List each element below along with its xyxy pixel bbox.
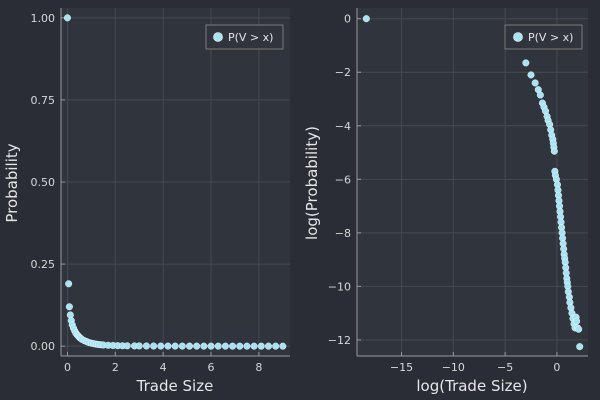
right-data-point <box>527 71 535 79</box>
right-y-tick-label: −10 <box>328 280 351 293</box>
left-y-axis-label: Probability <box>3 143 21 222</box>
right-plot-area <box>357 8 588 356</box>
right-y-tick-label: −4 <box>335 120 351 133</box>
left-data-point <box>264 342 272 350</box>
right-y-tick-label: −2 <box>335 66 351 79</box>
right-y-axis-label: log(Probability) <box>303 126 321 240</box>
left-data-point <box>272 342 280 350</box>
right-legend: P(V > x) <box>504 24 583 50</box>
left-y-tick-label: 0.25 <box>31 258 56 271</box>
left-data-point <box>65 303 73 311</box>
left-data-point <box>279 342 287 350</box>
right-axis <box>356 8 588 357</box>
left-x-tick-label: 0 <box>64 361 71 374</box>
right-gridlines <box>357 8 588 356</box>
left-data-point <box>243 342 251 350</box>
left-data-point <box>123 342 131 350</box>
right-points <box>362 15 584 351</box>
right-x-tick-label: −5 <box>497 361 513 374</box>
left-legend-marker <box>213 32 223 42</box>
left-x-axis-label: Trade Size <box>136 377 214 395</box>
right-panel: −15 −10 −5 0 0 −2 −4 −6 −8 −10 −12 log(Trade Size… <box>303 8 588 395</box>
left-x-tick-label: 4 <box>160 361 167 374</box>
left-data-point <box>150 342 158 350</box>
left-y-ticks: 0.00 0.25 0.50 0.75 1.00 <box>31 12 65 353</box>
left-x-tick-label: 6 <box>208 361 215 374</box>
right-data-point <box>573 317 581 325</box>
left-data-point <box>229 342 237 350</box>
left-data-point <box>250 342 258 350</box>
left-panel: 0 2 4 6 8 0.00 0.25 0.50 0.75 1.00 Trade Size Pr… <box>3 8 290 395</box>
left-data-point <box>164 342 172 350</box>
right-data-point <box>531 79 539 87</box>
right-y-tick-label: −12 <box>328 334 351 347</box>
right-data-point <box>536 91 544 99</box>
left-legend-label: P(V > x) <box>228 31 273 44</box>
left-data-point <box>63 14 71 22</box>
left-data-point <box>200 342 208 350</box>
right-x-tick-label: −15 <box>390 361 413 374</box>
left-x-tick-label: 2 <box>112 361 119 374</box>
left-data-point <box>171 342 179 350</box>
left-x-ticks: 0 2 4 6 8 <box>64 352 262 374</box>
right-y-tick-label: −8 <box>335 227 351 240</box>
right-data-point <box>522 59 530 67</box>
right-y-tick-label: 0 <box>344 13 351 26</box>
left-y-tick-label: 0.50 <box>31 176 56 189</box>
left-data-point <box>214 342 222 350</box>
right-x-axis-label: log(Trade Size) <box>416 377 527 395</box>
left-data-point <box>178 342 186 350</box>
left-data-point <box>257 342 265 350</box>
right-x-ticks: −15 −10 −5 0 <box>390 352 560 374</box>
left-data-point <box>185 342 193 350</box>
right-data-point <box>550 147 558 155</box>
left-y-tick-label: 0.75 <box>31 94 56 107</box>
left-data-point <box>157 342 165 350</box>
left-gridlines <box>61 8 290 356</box>
right-data-point <box>362 15 370 23</box>
left-data-point <box>193 342 201 350</box>
left-x-tick-label: 8 <box>255 361 262 374</box>
right-legend-marker <box>513 32 523 42</box>
right-x-tick-label: 0 <box>553 361 560 374</box>
right-data-point <box>575 325 583 333</box>
left-y-tick-label: 1.00 <box>31 12 56 25</box>
left-data-point <box>135 342 143 350</box>
left-data-point <box>207 342 215 350</box>
left-data-point <box>236 342 244 350</box>
right-x-tick-label: −10 <box>442 361 465 374</box>
right-y-tick-label: −6 <box>335 173 351 186</box>
right-data-point <box>576 343 584 351</box>
left-data-point <box>65 280 73 288</box>
left-legend: P(V > x) <box>205 24 284 50</box>
left-y-tick-label: 0.00 <box>31 340 56 353</box>
right-y-ticks: 0 −2 −4 −6 −8 −10 −12 <box>328 13 361 347</box>
right-legend-label: P(V > x) <box>528 31 573 44</box>
left-points <box>63 14 287 350</box>
left-data-point <box>142 342 150 350</box>
left-data-point <box>221 342 229 350</box>
